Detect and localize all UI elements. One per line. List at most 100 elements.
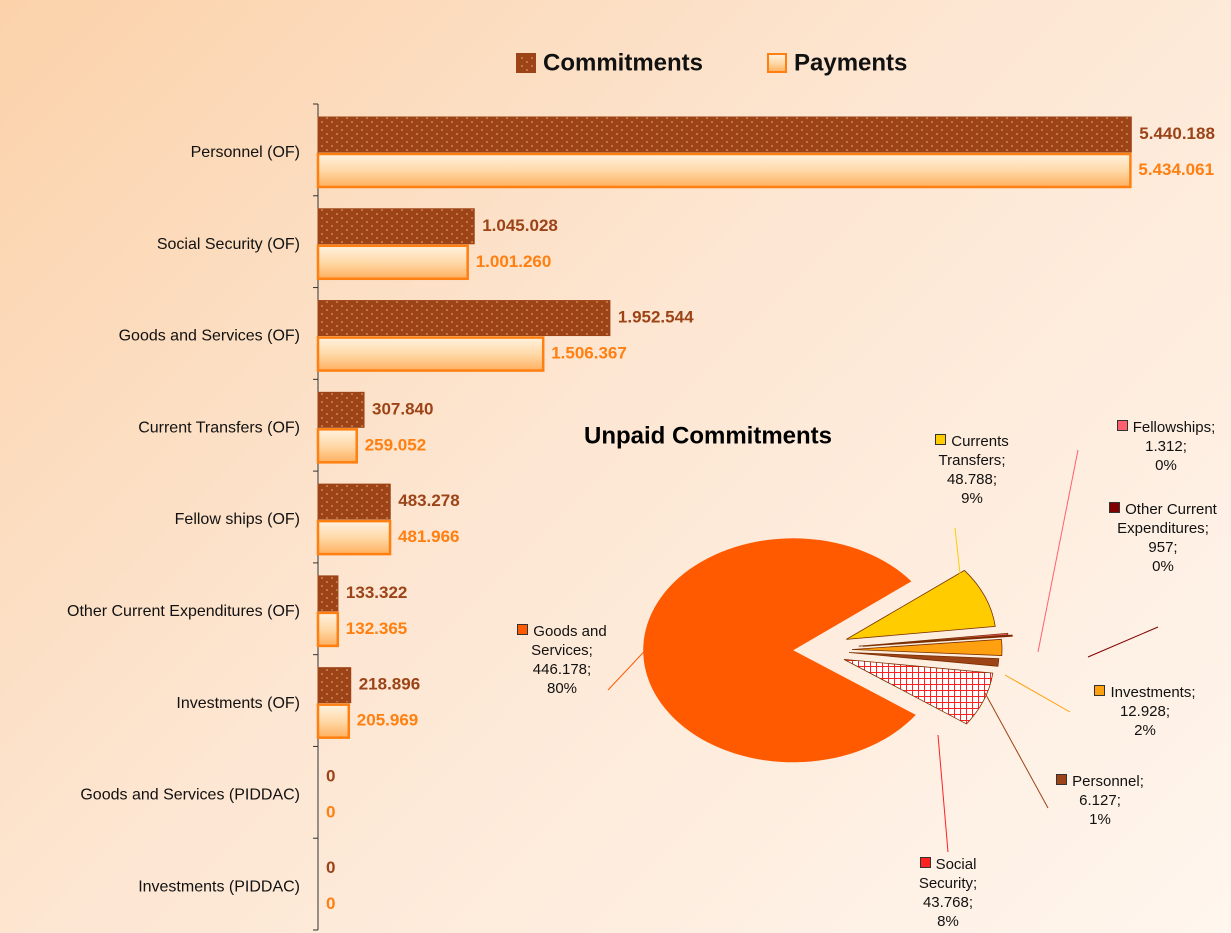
pie-label: Investments; 12.928; 2% [1090, 683, 1200, 740]
pie-slice [849, 652, 1000, 667]
value-label: 132.365 [346, 619, 407, 638]
bar [316, 244, 469, 281]
legend-key [516, 53, 536, 73]
value-label: 218.896 [359, 675, 420, 694]
separator: ; [1191, 684, 1196, 701]
bar [316, 152, 1132, 189]
separator: ; [973, 875, 978, 892]
category-label: Investments (PIDDAC) [138, 878, 300, 895]
pie-slice [643, 538, 916, 763]
separator: ; [587, 661, 592, 678]
value-label: 12.928 [1119, 703, 1166, 720]
percent-label: 2% [1134, 722, 1156, 739]
legend-key [1109, 502, 1121, 513]
value-label: 133.322 [346, 583, 407, 602]
value-label: 957 [1148, 539, 1174, 556]
value-label: 1.952.544 [618, 308, 694, 327]
legend-key [919, 857, 931, 868]
percent-label: 1% [1089, 811, 1111, 828]
value-label: 1.506.367 [551, 344, 627, 363]
category-label: Goods and Services [531, 623, 607, 659]
bar [316, 703, 351, 739]
pie-label: Other Current Expenditures; 957; 0% [1098, 500, 1228, 576]
pie-title: Unpaid Commitments [584, 422, 832, 449]
category-label: Social Security (OF) [157, 236, 300, 253]
category-label: Goods and Services (OF) [119, 328, 300, 345]
category-label: Personnel (OF) [191, 144, 300, 161]
leader-line [1037, 449, 1079, 653]
separator: ; [1165, 703, 1171, 720]
bar [316, 611, 340, 648]
bar [317, 116, 1132, 153]
legend-label: Commitments [543, 49, 703, 76]
value-label: 205.969 [357, 711, 418, 730]
percent-label: 0% [1155, 457, 1177, 474]
pie-slice [858, 632, 1009, 647]
leader-line [937, 734, 949, 853]
leader-line [954, 527, 963, 593]
category-label: Currents Transfers [938, 433, 1009, 469]
bar [317, 667, 352, 704]
separator: ; [588, 642, 593, 659]
pie-slice [862, 634, 1013, 647]
pie-label: Currents Transfers; 48.788; 9% [926, 432, 1018, 508]
bar [317, 208, 475, 245]
value-label: 0 [326, 802, 335, 821]
value-label: 0 [326, 894, 335, 913]
value-label: 1.001.260 [476, 252, 552, 271]
pie-label: Goods and Services; 446.178; 80% [512, 622, 612, 698]
separator: ; [992, 471, 998, 488]
category-label: Investments (OF) [176, 695, 300, 712]
leader-line [1004, 674, 1071, 713]
value-label: 0 [326, 766, 335, 785]
category-label: Fellowships [1132, 419, 1212, 436]
legend-key [1056, 774, 1068, 785]
leader-line [1087, 626, 1159, 658]
value-label: 481.966 [398, 527, 459, 546]
percent-label: 0% [1152, 558, 1174, 575]
value-label: 446.178 [532, 661, 588, 678]
value-label: 259.052 [365, 435, 426, 454]
bar [316, 519, 392, 556]
legend-key [935, 434, 947, 445]
separator: ; [1001, 452, 1006, 469]
category-label: Fellow ships (OF) [175, 511, 300, 528]
separator: ; [1116, 792, 1121, 809]
bar [317, 300, 611, 337]
separator: ; [1139, 773, 1144, 790]
value-label: 307.840 [372, 399, 433, 418]
category-label: Current Transfers (OF) [138, 419, 300, 436]
pie-slice [843, 658, 994, 725]
category-label: Other Current Expenditures (OF) [67, 603, 300, 620]
pie-label: Personnel; 6.127; 1% [1045, 772, 1155, 829]
separator: ; [1211, 419, 1216, 436]
bar [316, 428, 358, 464]
value-label: 5.434.061 [1138, 160, 1214, 179]
pie-slice [851, 638, 1003, 656]
legend-label: Payments [794, 49, 907, 76]
value-label: 48.788 [946, 471, 993, 488]
value-label: 5.440.188 [1139, 124, 1215, 143]
bar [317, 483, 391, 520]
pie-label: Social Security; 43.768; 8% [898, 855, 998, 931]
legend-key [1116, 420, 1128, 431]
bar [317, 391, 365, 428]
pie-label: Fellowships; 1.312; 0% [1111, 418, 1221, 475]
value-label: 1.312 [1145, 438, 1183, 455]
separator: ; [1204, 520, 1209, 537]
value-label: 43.768 [922, 894, 969, 911]
legend-key [517, 624, 529, 635]
legend-key [767, 53, 787, 73]
value-label: 483.278 [398, 491, 459, 510]
category-label: Other Current Expenditures [1117, 501, 1217, 537]
separator: ; [1182, 438, 1187, 455]
separator: ; [1173, 539, 1178, 556]
value-label: 1.045.028 [482, 216, 558, 235]
value-label: 6.127 [1079, 792, 1117, 809]
bar [316, 336, 545, 372]
pie-slice [846, 569, 996, 640]
category-label: Personnel [1072, 773, 1140, 790]
percent-label: 80% [546, 680, 578, 697]
